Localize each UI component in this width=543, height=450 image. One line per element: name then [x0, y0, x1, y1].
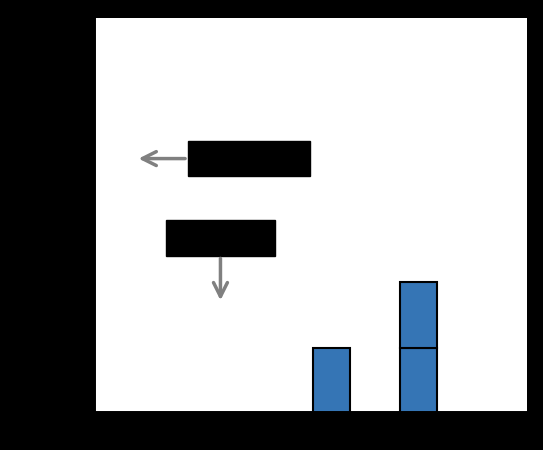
- Bar: [400, 348, 437, 414]
- Bar: [166, 220, 275, 256]
- Bar: [400, 282, 437, 348]
- Bar: [313, 348, 350, 414]
- Bar: [188, 141, 310, 176]
